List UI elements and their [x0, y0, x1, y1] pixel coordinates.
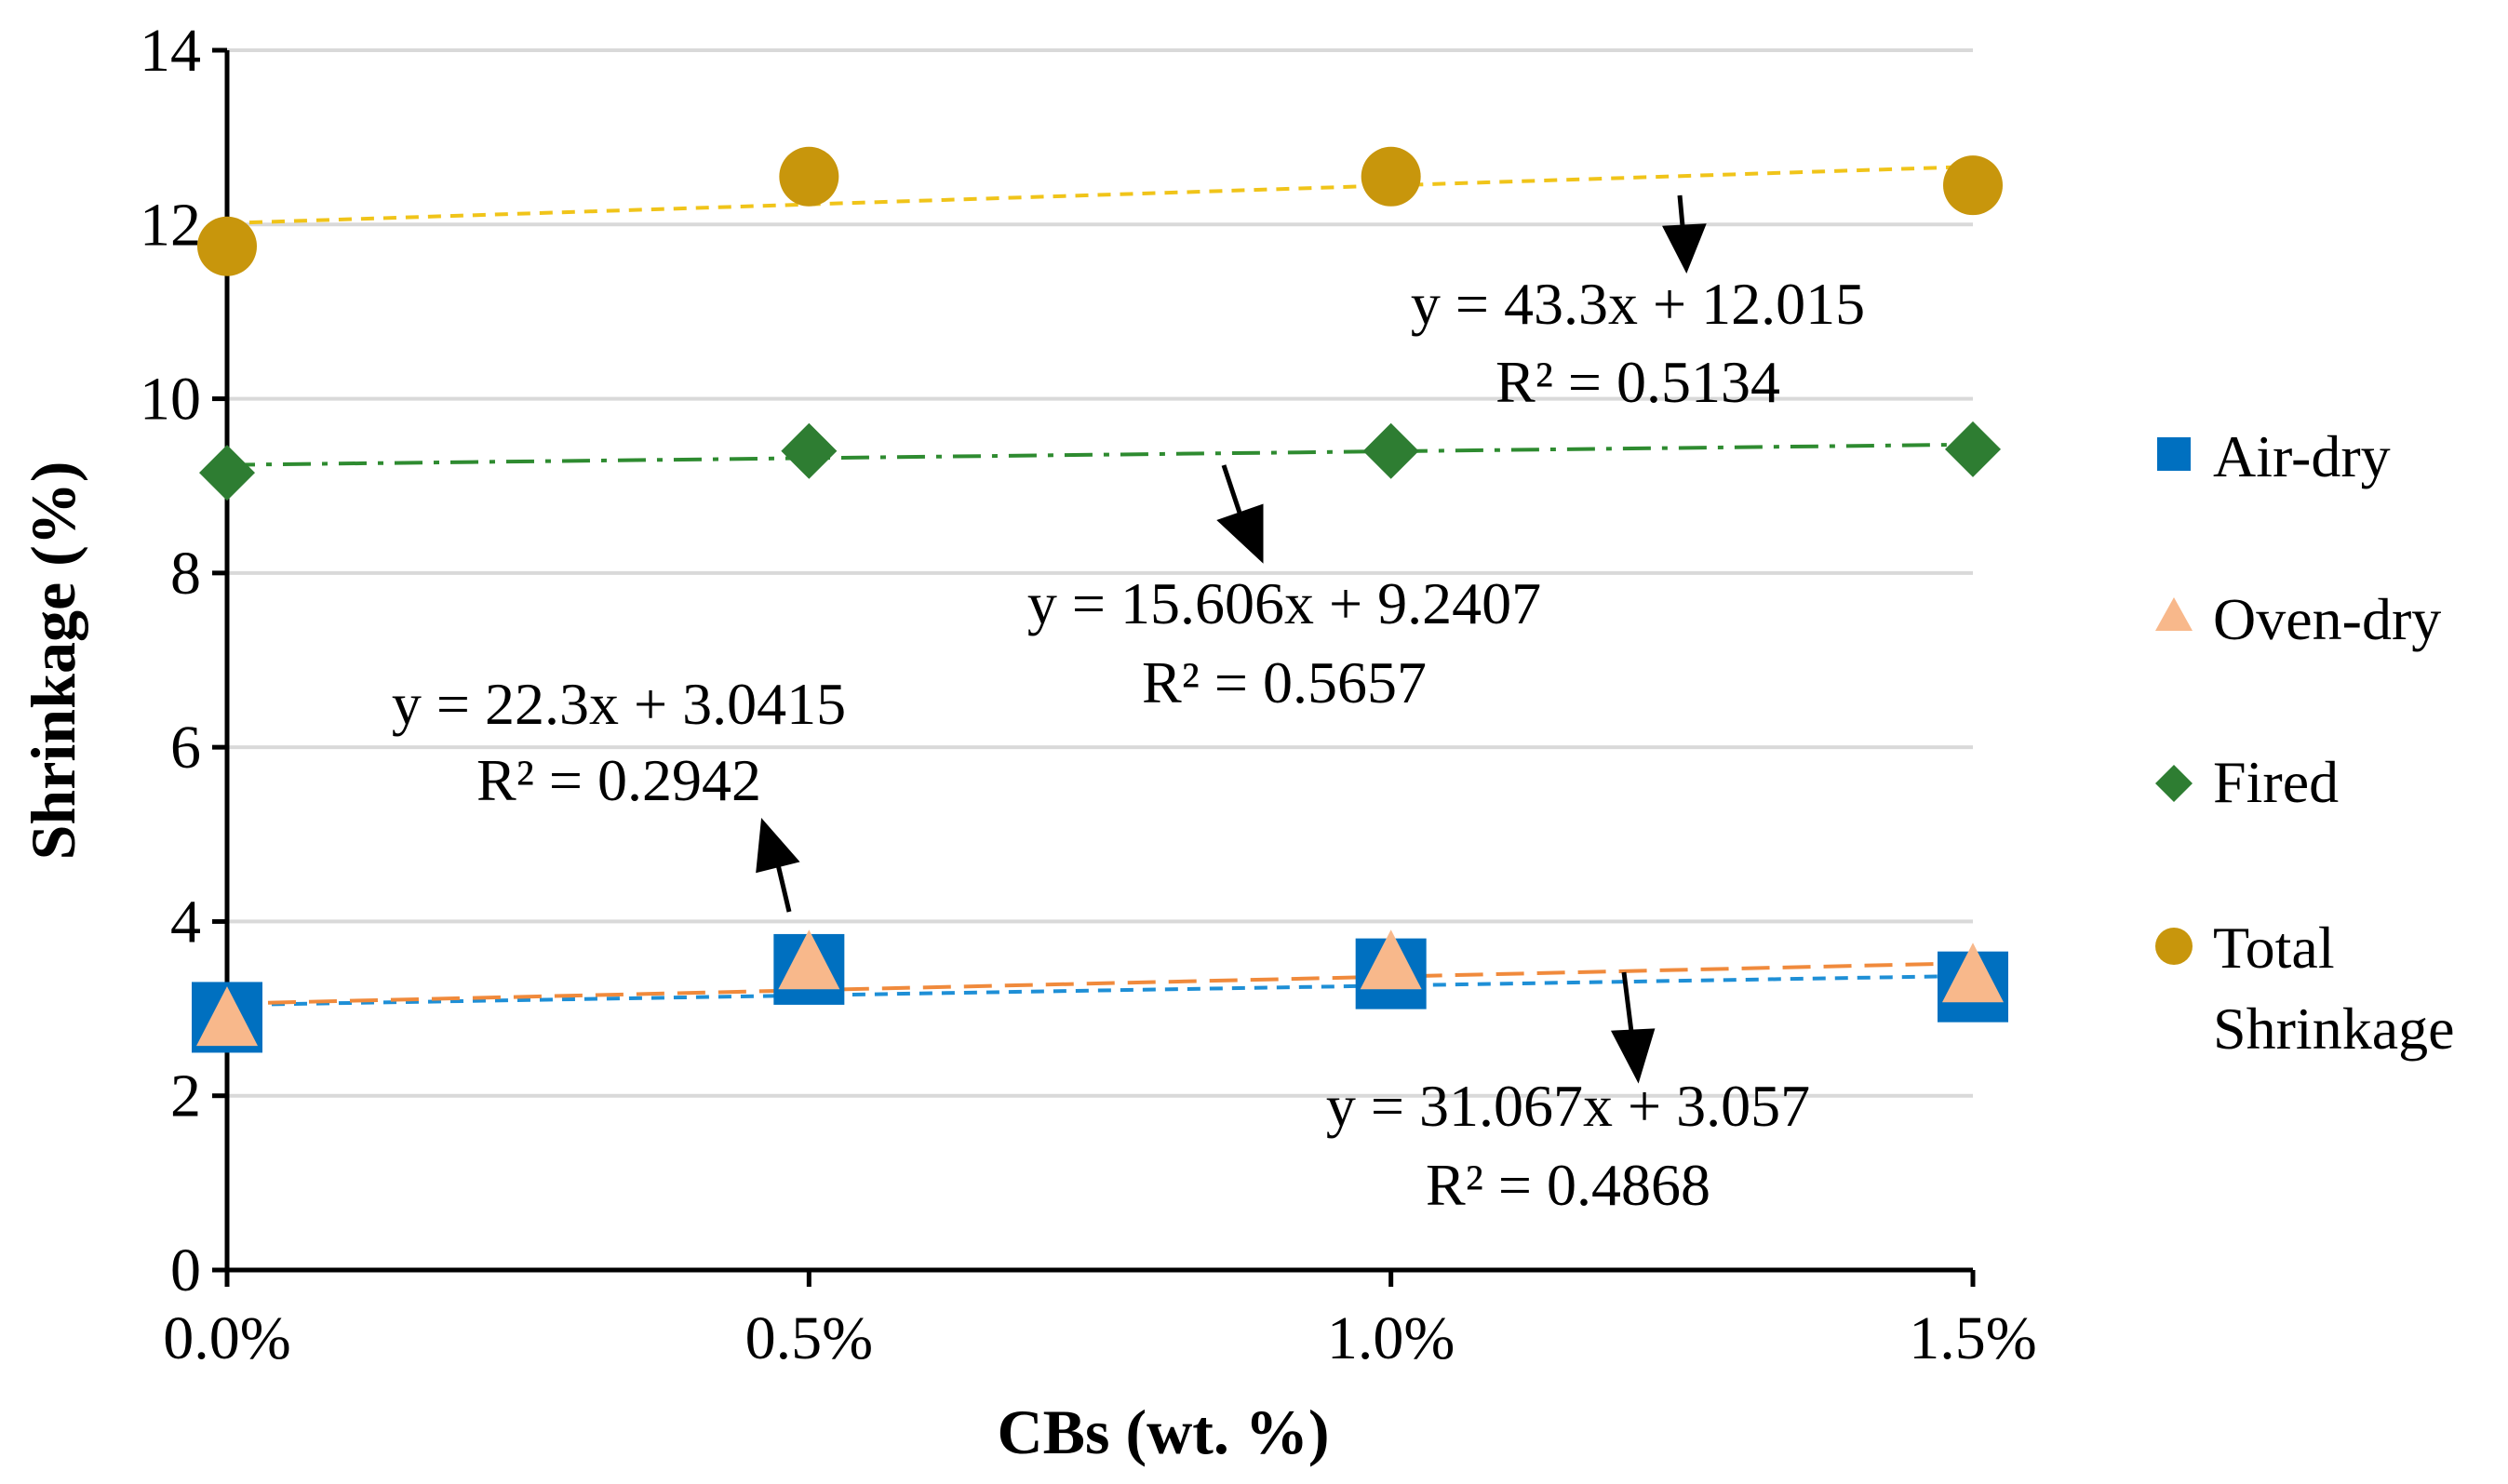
point-total-1 [779, 146, 839, 207]
y-tick-label-2: 2 [170, 1063, 201, 1130]
data-markers [192, 146, 2008, 1053]
point-total-3 [1943, 155, 2003, 216]
point-oven-1 [778, 929, 840, 990]
y-tick-label-14: 14 [140, 17, 201, 85]
y-tick-labels: 0 2 4 6 8 10 12 14 [140, 17, 201, 1304]
oven-trend-equation: y = 31.067x + 3.057 [1326, 1073, 1810, 1139]
y-tick-label-0: 0 [170, 1237, 201, 1304]
air-trend-equation: y = 22.3x + 3.0415 [392, 671, 846, 737]
point-fired-1 [781, 422, 838, 479]
y-tick-label-12: 12 [140, 191, 201, 259]
fired-trend-r2: R² = 0.5657 [1142, 649, 1427, 715]
x-axis-title: CBs (wt. %) [998, 1397, 1330, 1467]
point-oven-2 [1360, 929, 1422, 990]
y-tick-label-8: 8 [170, 540, 201, 608]
point-oven-3 [1942, 943, 2004, 1003]
x-tick-label-3: 1.5% [1909, 1304, 2036, 1372]
trendline-oven [226, 961, 1974, 1006]
legend-marker-oven-dry [2155, 597, 2193, 631]
legend-label-shrinkage: Shrinkage [2213, 996, 2455, 1062]
arrow-oven-head [1610, 1028, 1656, 1084]
trendline-fired [226, 442, 1974, 467]
trendline-air [226, 973, 1974, 1008]
oven-trend-r2: R² = 0.4868 [1426, 1152, 1710, 1218]
legend-marker-fired [2155, 765, 2193, 802]
x-tick-labels: 0.0% 0.5% 1.0% 1.5% [163, 1304, 2036, 1372]
point-total-2 [1361, 146, 1421, 207]
y-axis-title: Shrinkage (%) [18, 461, 88, 861]
y-tick-label-10: 10 [140, 366, 201, 434]
legend-label-fired: Fired [2213, 749, 2339, 815]
legend-marker-total-shrinkage [2155, 928, 2193, 965]
arrow-air [774, 860, 792, 913]
arrow-air-head [756, 818, 800, 874]
legend-label-oven-dry: Oven-dry [2213, 586, 2441, 652]
legend: Air-dry Oven-dry Fired Total Shrinkage [2155, 423, 2455, 1062]
arrow-fired [1221, 464, 1245, 522]
total-trend-equation: y = 43.3x + 12.015 [1411, 271, 1865, 337]
arrow-fired-head [1216, 503, 1264, 564]
trendline-total [226, 165, 1974, 225]
x-tick-label-0: 0.0% [163, 1304, 290, 1372]
point-fired-2 [1362, 422, 1419, 479]
legend-label-air-dry: Air-dry [2213, 423, 2391, 489]
point-total-0 [197, 216, 257, 276]
x-tick-label-1: 0.5% [745, 1304, 873, 1372]
annotation-arrows [756, 194, 1707, 1084]
arrow-total-head [1662, 223, 1707, 274]
x-tick-label-2: 1.0% [1327, 1304, 1455, 1372]
legend-marker-air-dry [2157, 437, 2191, 471]
total-trend-r2: R² = 0.5134 [1495, 349, 1780, 415]
air-trend-r2: R² = 0.2942 [476, 747, 761, 813]
y-tick-label-4: 4 [170, 888, 201, 956]
point-fired-0 [199, 445, 255, 501]
point-fired-3 [1945, 421, 2001, 477]
fired-trend-equation: y = 15.606x + 9.2407 [1027, 570, 1541, 636]
y-tick-label-6: 6 [170, 714, 201, 782]
point-oven-0 [196, 986, 258, 1047]
trendlines [226, 165, 1974, 1008]
legend-label-total: Total [2213, 915, 2335, 981]
